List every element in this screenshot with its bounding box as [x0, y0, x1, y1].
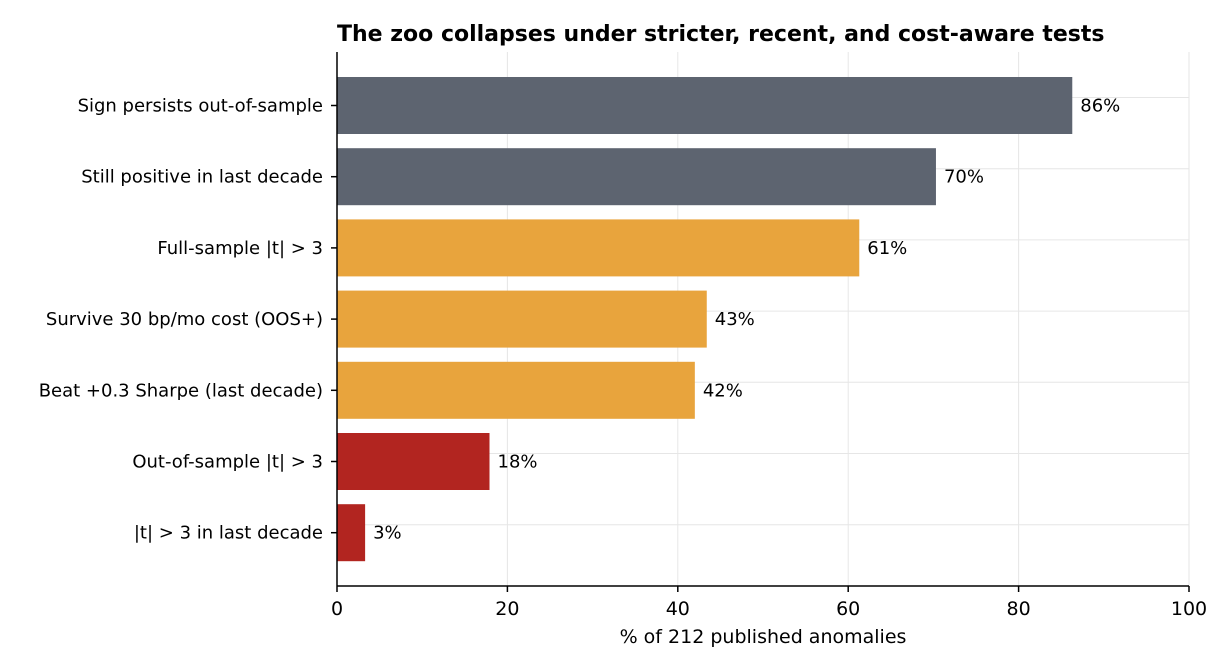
- bars-layer: [337, 77, 1073, 562]
- x-tick-label: 60: [836, 598, 860, 620]
- x-tick-label: 80: [1007, 598, 1031, 620]
- labels-layer: Sign persists out-of-sample 86% Still posi…: [39, 96, 1121, 544]
- value-label: 70%: [944, 167, 984, 188]
- value-label: 42%: [703, 380, 743, 401]
- value-label: 61%: [867, 238, 907, 259]
- bar: [337, 433, 490, 490]
- axis-layer: 0 20 40 60 80 100: [331, 52, 1207, 620]
- bar: [337, 361, 695, 419]
- category-label: Full-sample |t| > 3: [157, 238, 323, 259]
- x-tick-label: 0: [331, 598, 343, 620]
- x-tick-label: 40: [666, 598, 690, 620]
- category-label: Sign persists out-of-sample: [78, 96, 323, 117]
- x-tick-label: 100: [1171, 598, 1207, 620]
- bar: [337, 504, 366, 562]
- category-label: Beat +0.3 Sharpe (last decade): [39, 380, 323, 401]
- value-label: 86%: [1080, 96, 1120, 117]
- category-label: Survive 30 bp/mo cost (OOS+): [46, 309, 323, 330]
- x-axis-label: % of 212 published anomalies: [620, 626, 907, 648]
- category-label: |t| > 3 in last decade: [134, 523, 323, 544]
- x-tick-label: 20: [495, 598, 519, 620]
- category-label: Out-of-sample |t| > 3: [132, 452, 323, 473]
- value-label: 18%: [498, 452, 538, 473]
- category-label: Still positive in last decade: [81, 167, 323, 188]
- bar: [337, 148, 936, 206]
- chart-title: The zoo collapses under stricter, recent…: [337, 22, 1105, 47]
- value-label: 3%: [373, 523, 402, 544]
- bar: [337, 77, 1073, 134]
- value-label: 43%: [715, 309, 755, 330]
- bar: [337, 290, 707, 348]
- bar: [337, 219, 860, 277]
